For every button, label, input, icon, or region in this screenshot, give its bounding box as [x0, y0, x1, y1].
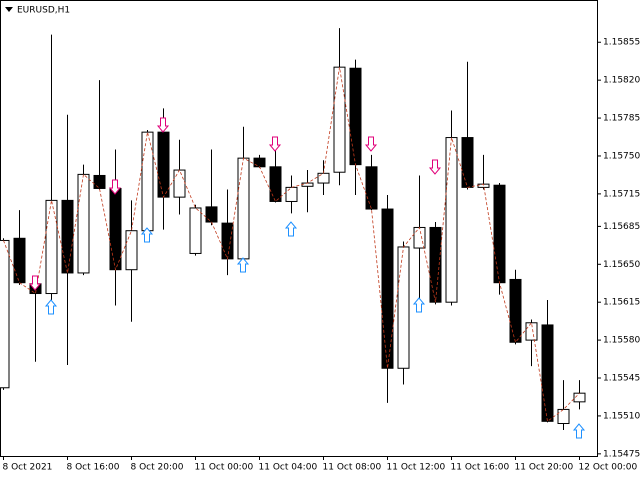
candle-body [349, 67, 362, 166]
buy-arrow [44, 299, 58, 315]
sell-arrow [364, 136, 378, 152]
y-tick-label: 1.15715 [603, 189, 640, 199]
chart-title: EURUSD,H1 [17, 6, 70, 16]
candle-body [45, 199, 58, 295]
y-tick-label: 1.15545 [603, 374, 640, 384]
candle-body [317, 172, 330, 184]
y-tick-label: 1.15820 [603, 76, 640, 86]
candle-body [493, 184, 506, 284]
buy-arrow [572, 423, 586, 439]
candle-body [157, 131, 170, 198]
y-tick-label: 1.15855 [603, 38, 640, 48]
menu-triangle[interactable] [5, 7, 13, 12]
y-tick-label: 1.15580 [603, 336, 640, 346]
candle-body [509, 278, 522, 343]
y-tick-label: 1.15510 [603, 411, 640, 421]
sell-arrow [268, 136, 282, 152]
candle-body [557, 408, 570, 425]
sell-arrow [28, 275, 42, 291]
x-tick-label: 8 Oct 2021 [3, 463, 53, 473]
candle-body [141, 131, 154, 232]
x-tick-label: 12 Oct 00:00 [579, 463, 638, 473]
candle-body [93, 174, 106, 189]
y-tick-label: 1.15750 [603, 151, 640, 161]
candle-body [77, 173, 90, 274]
y-tick-label: 1.15475 [603, 449, 640, 459]
candle-body [61, 199, 74, 274]
candle-body [285, 186, 298, 202]
x-tick-label: 11 Oct 08:00 [323, 463, 382, 473]
x-tick-label: 8 Oct 20:00 [131, 463, 184, 473]
y-tick-label: 1.15685 [603, 222, 640, 232]
candle-body [125, 230, 138, 271]
candle-body [0, 239, 10, 389]
x-tick-label: 11 Oct 04:00 [259, 463, 318, 473]
y-tick-label: 1.15650 [603, 260, 640, 270]
x-tick-label: 11 Oct 16:00 [451, 463, 510, 473]
candle-body [413, 226, 426, 249]
candle-body [205, 206, 218, 223]
candle-body [269, 166, 282, 202]
candle-body [333, 66, 346, 173]
x-tick-label: 11 Oct 12:00 [387, 463, 446, 473]
buy-arrow [236, 257, 250, 273]
y-tick-label: 1.15785 [603, 114, 640, 124]
x-tick-label: 8 Oct 16:00 [67, 463, 120, 473]
sell-arrow [156, 117, 170, 133]
x-tick-label: 11 Oct 00:00 [195, 463, 254, 473]
candle-body [253, 157, 266, 168]
candle-body [525, 322, 538, 341]
candle-body [445, 137, 458, 303]
candle-body [397, 246, 410, 369]
candle-body [461, 137, 474, 188]
candle-body [381, 208, 394, 369]
x-tick-label: 11 Oct 20:00 [515, 463, 574, 473]
sell-arrow [108, 179, 122, 195]
candle-body [221, 222, 234, 260]
buy-arrow [140, 227, 154, 243]
buy-arrow [412, 297, 426, 313]
candle-body [109, 187, 122, 271]
candle-body [541, 324, 554, 422]
candle-body [189, 207, 202, 254]
candle-body [365, 166, 378, 210]
sell-arrow [428, 159, 442, 175]
plot-frame [0, 0, 598, 457]
buy-arrow [284, 221, 298, 237]
candle-body [301, 182, 314, 187]
close-line [3, 67, 580, 423]
candle-body [173, 169, 186, 198]
candle-body [237, 157, 250, 260]
y-tick-label: 1.15615 [603, 298, 640, 308]
candle-body [13, 237, 26, 284]
